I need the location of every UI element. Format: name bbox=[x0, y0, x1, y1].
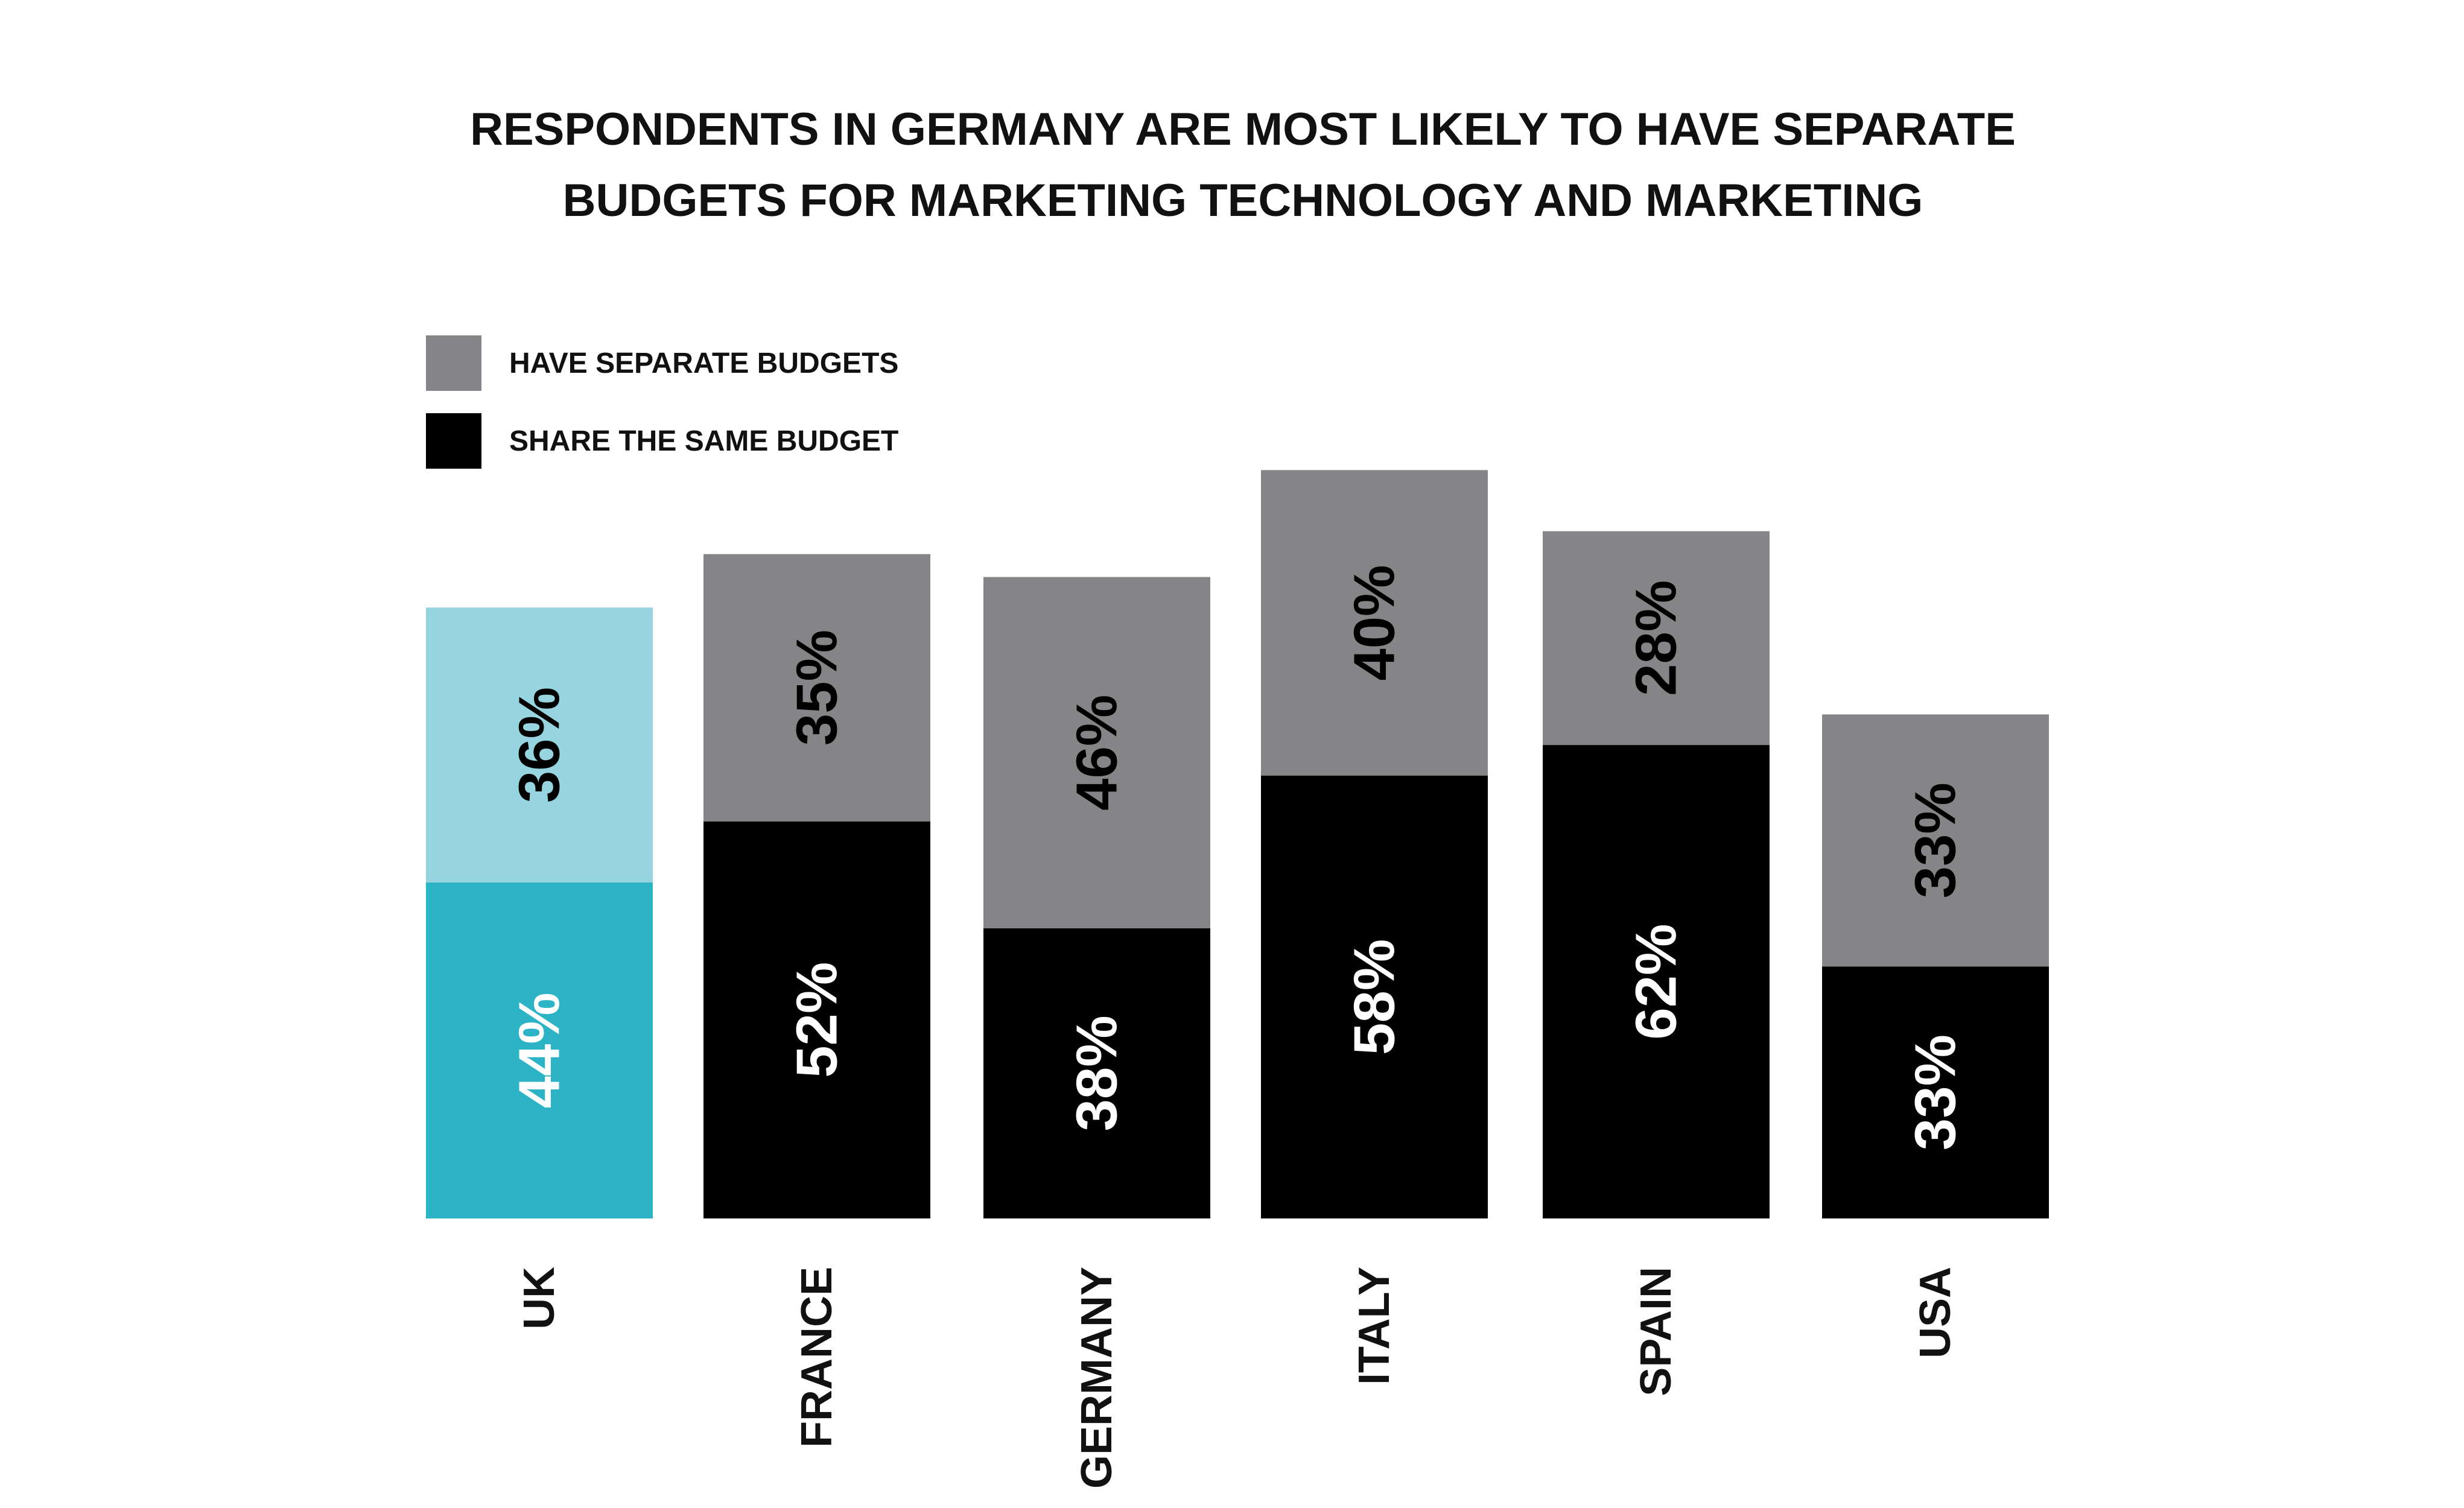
category-label-usa: USA bbox=[1911, 1267, 1960, 1358]
bar-value-label-france-share-the-same-budget: 52% bbox=[785, 962, 849, 1078]
bar-value-labels: 44% 36% 52% 35% 38% 46% 58% 40% 62% 28% 33% 33% bbox=[507, 565, 1968, 1150]
bar-value-label-usa-have-separate-budgets: 33% bbox=[1904, 782, 1968, 898]
bar-france-share-the-same-budget bbox=[703, 821, 930, 1218]
chart-title-line-2: BUDGETS FOR MARKETING TECHNOLOGY AND MAR… bbox=[563, 175, 1923, 226]
legend-swatch-have-separate-budgets bbox=[426, 335, 481, 391]
category-label-uk: UK bbox=[515, 1267, 564, 1329]
bar-value-label-germany-share-the-same-budget: 38% bbox=[1065, 1015, 1129, 1131]
bar-value-label-germany-have-separate-budgets: 46% bbox=[1065, 695, 1129, 811]
bar-spain-share-the-same-budget bbox=[1543, 745, 1770, 1218]
category-label-spain: SPAIN bbox=[1632, 1267, 1680, 1396]
bar-value-label-italy-share-the-same-budget: 58% bbox=[1342, 939, 1407, 1055]
legend-label-have-separate-budgets: HAVE SEPARATE BUDGETS bbox=[509, 347, 898, 379]
bar-value-label-usa-share-the-same-budget: 33% bbox=[1904, 1034, 1968, 1150]
bar-uk-share-the-same-budget bbox=[426, 882, 653, 1218]
category-label-germany: GERMANY bbox=[1073, 1267, 1121, 1489]
bar-germany-share-the-same-budget bbox=[983, 928, 1210, 1218]
bar-value-label-italy-have-separate-budgets: 40% bbox=[1342, 565, 1407, 680]
chart-title: RESPONDENTS IN GERMANY ARE MOST LIKELY T… bbox=[470, 104, 2016, 226]
chart-title-line-1: RESPONDENTS IN GERMANY ARE MOST LIKELY T… bbox=[470, 104, 2016, 155]
bar-usa-have-separate-budgets bbox=[1822, 714, 2049, 967]
bar-value-label-uk-have-separate-budgets: 36% bbox=[507, 687, 572, 803]
bar-value-label-uk-share-the-same-budget: 44% bbox=[507, 992, 572, 1108]
bar-usa-share-the-same-budget bbox=[1822, 966, 2049, 1218]
bar-value-label-france-have-separate-budgets: 35% bbox=[785, 630, 849, 746]
bar-spain-have-separate-budgets bbox=[1543, 531, 1770, 746]
bar-italy-have-separate-budgets bbox=[1261, 470, 1488, 776]
bar-france-have-separate-budgets bbox=[703, 554, 930, 822]
bar-germany-have-separate-budgets bbox=[983, 577, 1210, 928]
bar-value-label-spain-share-the-same-budget: 62% bbox=[1624, 923, 1689, 1039]
bar-italy-share-the-same-budget bbox=[1261, 775, 1488, 1218]
legend: HAVE SEPARATE BUDGETS SHARE THE SAME BUDG… bbox=[426, 335, 898, 469]
legend-label-share-the-same-budget: SHARE THE SAME BUDGET bbox=[509, 425, 898, 457]
category-labels: UK FRANCE GERMANY ITALY SPAIN USA bbox=[515, 1267, 1960, 1489]
bar-value-label-spain-have-separate-budgets: 28% bbox=[1624, 580, 1689, 696]
category-label-france: FRANCE bbox=[793, 1267, 841, 1448]
bars bbox=[426, 470, 2049, 1218]
category-label-italy: ITALY bbox=[1350, 1267, 1399, 1385]
bar-uk-have-separate-budgets bbox=[426, 607, 653, 882]
legend-swatch-share-the-same-budget bbox=[426, 413, 481, 469]
